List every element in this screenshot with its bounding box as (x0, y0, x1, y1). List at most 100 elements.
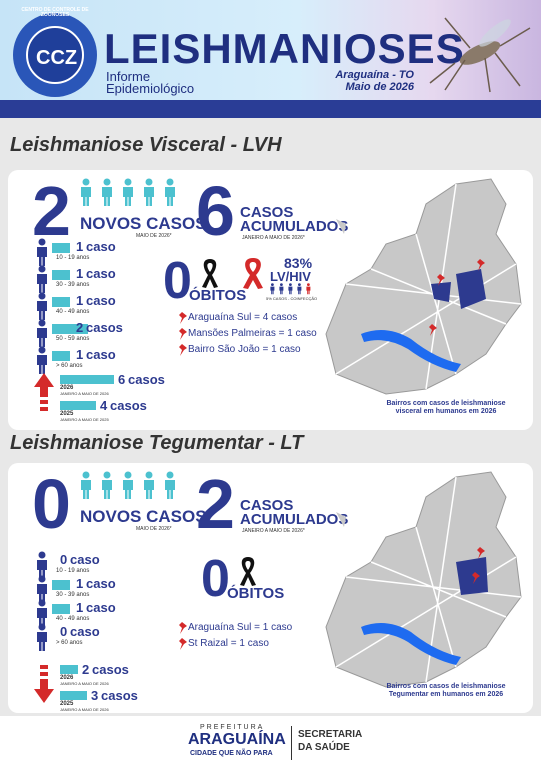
comparison-count: 3 (91, 688, 99, 703)
mourning-ribbon (237, 555, 259, 591)
comparison-unit: casos (110, 398, 147, 413)
comparison-count: 4 (100, 398, 108, 413)
age-bar (52, 324, 88, 334)
age-unit: caso (86, 293, 116, 308)
footer-slogan: CIDADE QUE NÃO PARA (190, 750, 273, 757)
neighborhood: Araguaína Sul = 1 caso (188, 622, 293, 633)
hiv-note: 5% CASOS - COINFECÇÃO (266, 296, 318, 301)
deaths-label: ÓBITOS (227, 585, 285, 602)
footer-dept: DA SAÚDE (298, 742, 350, 753)
age-unit: caso (86, 266, 116, 281)
pin-icon (178, 312, 188, 328)
comparison-year: 2026 (60, 675, 74, 681)
footer-prefix: PREFEITURA (200, 724, 265, 731)
new-cases-label: NOVOS CASOS (80, 507, 207, 526)
subtitle: Informe (106, 69, 151, 84)
age-count: 2 (76, 320, 84, 335)
accumulated-value: 2 (196, 465, 235, 543)
age-range: > 60 anos (56, 640, 83, 646)
section-card: 0 NOVOS CASOS MAIO DE 2026* 2 CASOS ACUMULADO… (8, 463, 533, 713)
accumulated-value: 6 (196, 172, 235, 250)
age-bar (52, 604, 70, 614)
new-cases-value: 2 (32, 172, 71, 250)
hiv-percent: 83% (284, 255, 313, 271)
section-title: Leishmaniose Tegumentar - LT (10, 432, 304, 454)
new-cases-label: NOVOS CASOS (80, 214, 207, 233)
pin-icon (178, 344, 188, 360)
comparison-bar (60, 375, 114, 384)
age-range: 30 - 39 anos (56, 282, 90, 288)
age-count: 1 (76, 239, 84, 254)
comparison-year: 2026 (60, 385, 74, 391)
deaths-value: 0 (163, 252, 192, 310)
neighborhood: Bairro São João = 1 caso (188, 344, 301, 355)
subtitle: Epidemiológico (106, 81, 195, 96)
pin-icon (178, 622, 188, 638)
age-unit: caso (70, 552, 100, 567)
comparison-bar (60, 665, 78, 674)
accumulated-label: CASOS (240, 497, 294, 514)
age-unit: casos (86, 320, 123, 335)
age-bar (52, 270, 70, 280)
comparison-count: 2 (82, 662, 90, 677)
age-range: 40 - 49 anos (56, 309, 90, 315)
comparison-period: JANEIRO A MAIO DE 2026 (60, 391, 109, 396)
new-cases-period: MAIO DE 2026* (136, 526, 172, 532)
age-count: 1 (76, 576, 84, 591)
comparison-period: JANEIRO A MAIO DE 2026 (60, 681, 109, 686)
map (316, 467, 531, 696)
neighborhood: Mansões Palmeiras = 1 caso (188, 328, 317, 339)
hiv-label: LV/HIV (270, 269, 311, 284)
title: LEISHMANIOSES (104, 25, 465, 72)
logo (13, 13, 97, 97)
trend-arrow (34, 663, 54, 715)
age-range: 40 - 49 anos (56, 616, 90, 622)
age-count: 0 (60, 552, 68, 567)
trend-arrow (34, 373, 54, 425)
pin-icon (178, 328, 188, 344)
accumulated-label: ACUMULADOS (240, 511, 349, 528)
age-count: 1 (76, 293, 84, 308)
footer-city: ARAGUAÍNA (188, 731, 286, 748)
age-bar (52, 297, 70, 307)
logo-ring: CENTRO DE CONTROLE DE ZOONOSES (21, 7, 89, 18)
comparison-count: 6 (118, 372, 126, 387)
age-icon (36, 575, 50, 607)
mosquito (429, 17, 531, 93)
map (316, 174, 531, 403)
comparison-bar (60, 401, 96, 410)
age-icon (36, 599, 50, 631)
comparison-unit: casos (101, 688, 138, 703)
red-ribbon (240, 256, 266, 294)
comparison-period: JANEIRO A MAIO DE 2026 (60, 707, 109, 712)
age-range: 30 - 39 anos (56, 592, 90, 598)
age-icon (36, 292, 50, 324)
age-count: 1 (76, 600, 84, 615)
neighborhood: Araguaína Sul = 4 casos (188, 312, 298, 323)
comparison-period: JANEIRO A MAIO DE 2025 (60, 417, 109, 422)
age-bar (52, 580, 70, 590)
new-cases-period: MAIO DE 2026* (136, 233, 172, 239)
deaths-label: ÓBITOS (189, 287, 247, 304)
age-icon (36, 623, 50, 655)
hiv-people (270, 283, 330, 299)
logo-text: CCZ (36, 47, 78, 69)
pin-icon (178, 638, 188, 654)
age-count: 0 (60, 624, 68, 639)
people-icons (80, 178, 190, 212)
age-icon (36, 551, 50, 583)
section-card: 2 NOVOS CASOS MAIO DE 2026* 6 CASOS ACUMULADO… (8, 170, 533, 430)
comparison-bar (60, 691, 87, 700)
age-bar (52, 243, 70, 253)
footer: PREFEITURA ARAGUAÍNA CIDADE QUE NÃO PARA… (0, 716, 541, 768)
accumulated-period: JANEIRO A MAIO DE 2026* (242, 235, 305, 241)
map-caption: Bairros com casos de leishmaniose viscer… (386, 400, 506, 416)
accumulated-label: CASOS (240, 204, 294, 221)
people-icons (80, 471, 190, 505)
date: Maio de 2026 (345, 81, 414, 93)
age-bar (52, 351, 70, 361)
age-unit: caso (70, 624, 100, 639)
footer-dept: SECRETARIA (298, 729, 363, 740)
section-title: Leishmaniose Visceral - LVH (10, 134, 282, 156)
